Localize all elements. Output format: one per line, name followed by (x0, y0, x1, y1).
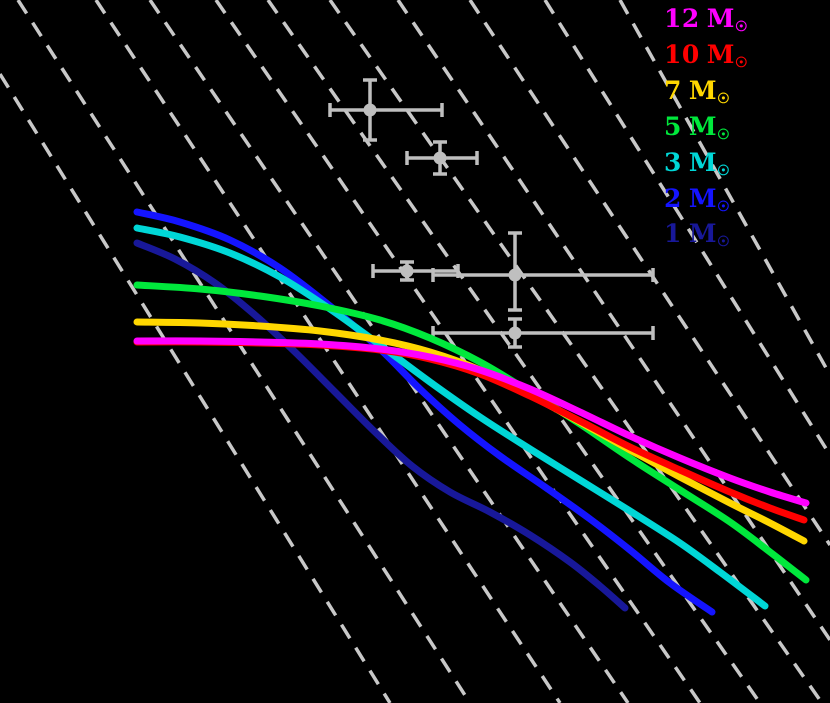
data-point-marker (363, 103, 377, 117)
reference-line (94, 0, 562, 703)
reference-line (0, 73, 392, 703)
legend-mass-value: 5 (664, 111, 682, 141)
reference-line (396, 0, 830, 641)
legend-mass-unit: M☉ (706, 39, 748, 71)
reference-line (468, 0, 830, 546)
legend-solar-symbol-icon: ☉ (717, 198, 730, 215)
series-line (133, 224, 769, 610)
legend-entry-m12: 12 M☉ (646, 6, 806, 34)
series-group (133, 208, 810, 616)
legend-solar-symbol-icon: ☉ (717, 234, 730, 251)
legend-entry-m10: 10 M☉ (646, 42, 806, 70)
legend-solar-symbol-icon: ☉ (734, 18, 748, 35)
data-point-errorbar (405, 140, 479, 176)
legend-mass-value: 10 (664, 39, 700, 69)
legend-entry-m3: 3 M☉ (646, 150, 806, 178)
data-point-errorbar (328, 78, 444, 142)
series-line (133, 208, 716, 616)
series-line (133, 337, 810, 507)
data-point-marker (508, 326, 522, 340)
legend-solar-symbol-icon: ☉ (717, 90, 730, 107)
legend-mass-unit: M☉ (688, 219, 730, 251)
legend-mass-unit: M☉ (688, 147, 730, 179)
data-point-errorbar (431, 317, 655, 349)
legend-mass-value: 1 (664, 219, 682, 249)
data-point-marker (508, 268, 522, 282)
reference-line (214, 0, 702, 703)
legend-entry-m1: 1 M☉ (646, 221, 806, 249)
reference-line (16, 0, 472, 703)
legend-mass-unit: M☉ (688, 111, 730, 143)
data-point-group (328, 78, 655, 349)
data-point-errorbar (371, 260, 460, 282)
legend-mass-value: 7 (664, 75, 682, 105)
legend-mass-unit: M☉ (688, 75, 730, 107)
data-point-marker (433, 151, 447, 165)
legend-solar-symbol-icon: ☉ (717, 126, 730, 143)
legend-mass-value: 3 (664, 147, 682, 177)
data-point-marker (400, 264, 414, 278)
legend-mass-unit: M☉ (688, 183, 730, 215)
legend: 12 M☉ 10 M☉ 7 M☉ 5 M☉ 3 M☉ 2 M☉ 1 M☉ (646, 6, 806, 257)
data-point-errorbar (431, 231, 655, 312)
legend-mass-unit: M☉ (706, 4, 748, 35)
reference-line (148, 0, 630, 703)
legend-entry-m5: 5 M☉ (646, 114, 806, 142)
legend-entry-m7: 7 M☉ (646, 78, 806, 106)
legend-mass-value: 12 (664, 4, 700, 33)
legend-solar-symbol-icon: ☉ (734, 54, 748, 71)
reference-line (618, 0, 830, 376)
legend-mass-value: 2 (664, 183, 682, 213)
series-line (133, 239, 629, 612)
reference-line (543, 0, 830, 456)
legend-entry-m2: 2 M☉ (646, 186, 806, 214)
legend-solar-symbol-icon: ☉ (717, 162, 730, 179)
